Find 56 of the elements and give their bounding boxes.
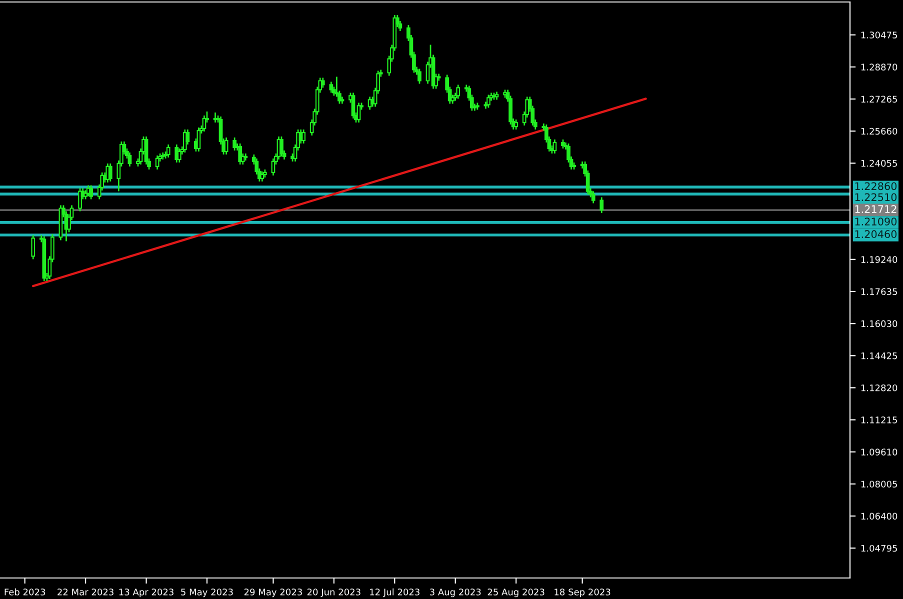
ref-line-label: 1.20460 — [855, 230, 897, 238]
y-tick-label: 1.24055 — [861, 160, 897, 167]
candlestick — [196, 126, 201, 152]
ref-line-label: 1.22510 — [855, 193, 897, 202]
ref-line-label: 1.21090 — [855, 218, 897, 226]
candlestick — [320, 77, 325, 88]
candlestick — [552, 138, 557, 154]
y-tick-label: 1.11215 — [861, 416, 897, 424]
candlestick — [486, 94, 490, 108]
candlestick — [128, 152, 132, 168]
ref-line-label: 1.22860 — [855, 182, 897, 190]
candlestick — [31, 234, 36, 260]
x-tick-label: 20 Jun 2023 — [307, 588, 360, 598]
y-tick-label: 1.28870 — [861, 64, 898, 71]
x-tick-label: 29 May 2023 — [244, 588, 302, 598]
x-tick-label: 25 Aug 2023 — [488, 588, 544, 598]
candlestick — [144, 136, 148, 166]
candlestick — [514, 118, 518, 130]
x-tick-label: 5 May 2023 — [181, 588, 233, 598]
y-tick-label: 1.04795 — [861, 544, 897, 552]
y-tick-label: 1.19240 — [861, 256, 898, 263]
y-tick-label: 1.09610 — [861, 448, 898, 456]
candlestick — [271, 158, 276, 176]
y-tick-label: 1.27265 — [861, 96, 897, 103]
candlestick — [238, 142, 242, 166]
candlestick — [78, 188, 82, 212]
y-tick-label: 1.14425 — [861, 352, 897, 360]
candlestick — [280, 136, 284, 158]
candlestick — [177, 148, 182, 164]
candlestick — [351, 92, 356, 120]
ref-line-label: 1.21712 — [855, 205, 896, 213]
candlestick — [302, 128, 306, 144]
y-tick-label: 1.06400 — [861, 512, 898, 520]
candlestick — [329, 81, 334, 94]
candlestick — [155, 154, 160, 170]
candlestick — [232, 136, 237, 152]
y-tick-label: 1.25660 — [861, 128, 898, 135]
candlestick — [166, 144, 170, 158]
candlestick — [418, 68, 422, 84]
candlestick — [600, 196, 604, 214]
y-tick-label: 1.16030 — [861, 320, 898, 328]
y-tick-label: 1.17635 — [861, 288, 897, 296]
candlestick — [591, 190, 596, 204]
candlestick — [456, 84, 460, 100]
x-tick-label: 18 Sep 2023 — [554, 588, 610, 598]
x-tick-label: 12 Jul 2023 — [370, 588, 420, 598]
candlestick — [108, 162, 112, 182]
x-tick-label: Feb 2023 — [4, 588, 46, 596]
x-tick-label: 3 Aug 2023 — [430, 588, 481, 598]
x-tick-label: 22 Mar 2023 — [58, 588, 114, 596]
candlestick — [260, 170, 264, 182]
y-tick-label: 1.08005 — [861, 480, 897, 488]
y-tick-label: 1.30475 — [861, 32, 897, 38]
x-tick-label: 13 Apr 2023 — [119, 588, 174, 598]
y-tick-label: 1.12820 — [861, 384, 898, 392]
candlestick — [224, 136, 228, 156]
